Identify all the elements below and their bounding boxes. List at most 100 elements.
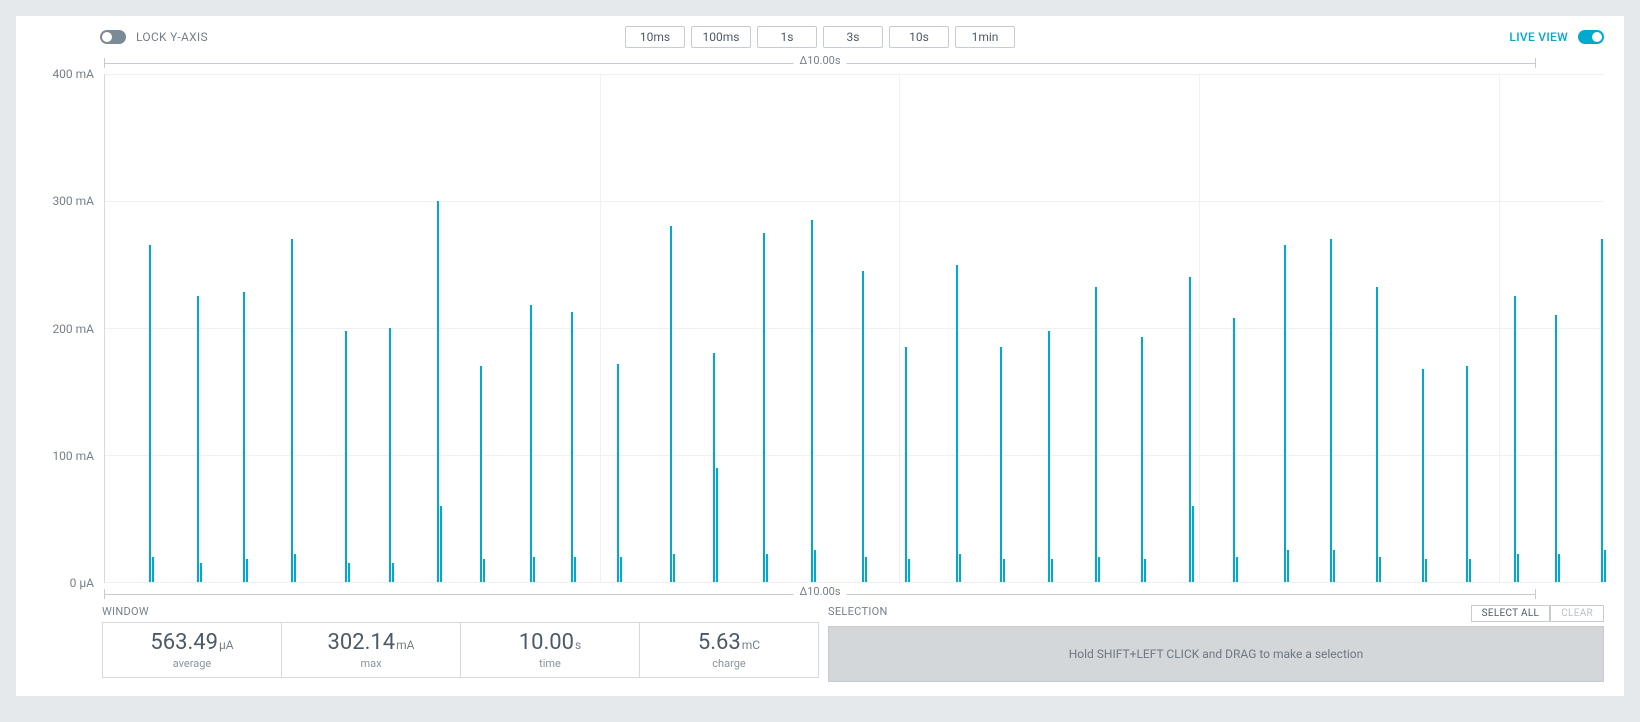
spike-secondary: [908, 559, 910, 582]
spike: [291, 239, 293, 582]
window-stat-boxes: 563.49µA average 302.14mAmax 10.00s time 5.63…: [102, 622, 818, 678]
vgridline: [1199, 74, 1200, 582]
y-tick-label: 100 mA: [52, 449, 94, 463]
spike-secondary: [246, 559, 248, 582]
stat-value: 563.49µA: [150, 630, 233, 655]
spike-secondary: [392, 563, 394, 582]
spike: [1601, 239, 1603, 582]
spike: [149, 245, 151, 582]
spike: [1048, 331, 1050, 582]
selection-header: SELECTION: [828, 605, 888, 618]
time-btn-10s[interactable]: 10s: [889, 26, 949, 48]
spike: [480, 366, 482, 582]
selection-hint-box: Hold SHIFT+LEFT CLICK and DRAG to make a…: [828, 626, 1604, 682]
gridline: [105, 582, 1604, 583]
spike: [1422, 369, 1424, 582]
spike: [571, 312, 573, 583]
live-view-group: LIVE VIEW: [1509, 30, 1604, 44]
bottom-range-indicator[interactable]: Δ10.00s: [104, 589, 1536, 599]
time-btn-3s[interactable]: 3s: [823, 26, 883, 48]
spike-secondary: [620, 557, 622, 582]
stat-value: 302.14mA: [328, 630, 415, 655]
time-btn-100ms[interactable]: 100ms: [691, 26, 751, 48]
lock-y-axis-toggle[interactable]: [100, 30, 126, 44]
spike-secondary: [1469, 559, 1471, 582]
spike-secondary: [483, 559, 485, 582]
spike: [1555, 315, 1557, 582]
spike: [862, 271, 864, 582]
spike: [1000, 347, 1002, 582]
spike-secondary: [1558, 554, 1560, 582]
spike-secondary: [1236, 557, 1238, 582]
chart-area[interactable]: 0 µA100 mA200 mA300 mA400 mA: [36, 74, 1604, 583]
vgridline: [899, 74, 900, 582]
top-range-indicator[interactable]: Δ10.00s: [104, 58, 1536, 68]
topbar: LOCK Y-AXIS 10ms 100ms 1s 3s 10s 1min LIVE VI…: [16, 16, 1624, 58]
y-tick-label: 400 mA: [52, 67, 94, 81]
spike-secondary: [440, 506, 442, 582]
lock-y-axis-group: LOCK Y-AXIS: [100, 30, 208, 44]
spike-secondary: [814, 550, 816, 582]
spike-secondary: [200, 563, 202, 582]
time-btn-1s[interactable]: 1s: [757, 26, 817, 48]
gridline: [105, 328, 1604, 329]
spike-secondary: [1144, 559, 1146, 582]
stat-box-max: 302.14mAmax: [281, 622, 461, 678]
spike: [1141, 337, 1143, 582]
vgridline: [600, 74, 601, 582]
gridline: [105, 201, 1604, 202]
y-tick-label: 200 mA: [52, 322, 94, 336]
gridline: [105, 455, 1604, 456]
stat-label: time: [539, 657, 561, 670]
time-btn-1min[interactable]: 1min: [955, 26, 1015, 48]
spike: [1376, 287, 1378, 582]
spike: [1330, 239, 1332, 582]
bottom-range-label: Δ10.00s: [793, 585, 846, 598]
gridline: [105, 74, 1604, 75]
spike-secondary: [1003, 559, 1005, 582]
spike: [670, 226, 672, 582]
stat-label: charge: [712, 657, 745, 670]
vgridline: [1499, 74, 1500, 582]
spike: [530, 305, 532, 582]
spike: [905, 347, 907, 582]
spike: [1514, 296, 1516, 582]
stat-box-average: 563.49µA average: [102, 622, 282, 678]
select-all-button[interactable]: SELECT ALL: [1471, 605, 1551, 622]
stat-value: 5.63mC: [698, 630, 760, 655]
time-btn-10ms[interactable]: 10ms: [625, 26, 685, 48]
plot-area[interactable]: [104, 74, 1604, 583]
spike-secondary: [1379, 557, 1381, 582]
spike-secondary: [959, 554, 961, 582]
stats-row: WINDOW 563.49µAaverage302.14mAmax10.00st…: [16, 599, 1624, 696]
spike-secondary: [716, 468, 718, 582]
spike: [437, 201, 439, 582]
clear-button[interactable]: CLEAR: [1550, 605, 1604, 622]
selection-buttons: SELECT ALL CLEAR: [1471, 605, 1604, 622]
selection-col: SELECTION SELECT ALL CLEAR Hold SHIFT+LE…: [828, 605, 1604, 682]
y-tick-label: 300 mA: [52, 194, 94, 208]
spike: [617, 364, 619, 582]
spike-secondary: [533, 557, 535, 582]
stat-box-time: 10.00s time: [460, 622, 640, 678]
spike-secondary: [1517, 554, 1519, 582]
spike: [956, 265, 958, 583]
spike-secondary: [1051, 559, 1053, 582]
spike-secondary: [1192, 506, 1194, 582]
spike-secondary: [1287, 550, 1289, 582]
spike: [763, 233, 765, 582]
y-axis-labels: 0 µA100 mA200 mA300 mA400 mA: [36, 74, 98, 583]
spike: [345, 331, 347, 582]
live-view-toggle[interactable]: [1578, 30, 1604, 44]
time-range-buttons: 10ms 100ms 1s 3s 10s 1min: [625, 26, 1015, 48]
spike-secondary: [1333, 550, 1335, 582]
stat-label: average: [173, 657, 212, 670]
lock-y-axis-label: LOCK Y-AXIS: [136, 30, 208, 44]
spike: [1233, 318, 1235, 582]
spike: [1284, 245, 1286, 582]
spike: [243, 292, 245, 582]
stat-value: 10.00s: [519, 630, 581, 655]
spike: [389, 328, 391, 582]
spike: [1189, 277, 1191, 582]
window-stats-col: WINDOW 563.49µAaverage302.14mAmax10.00st…: [102, 605, 818, 682]
